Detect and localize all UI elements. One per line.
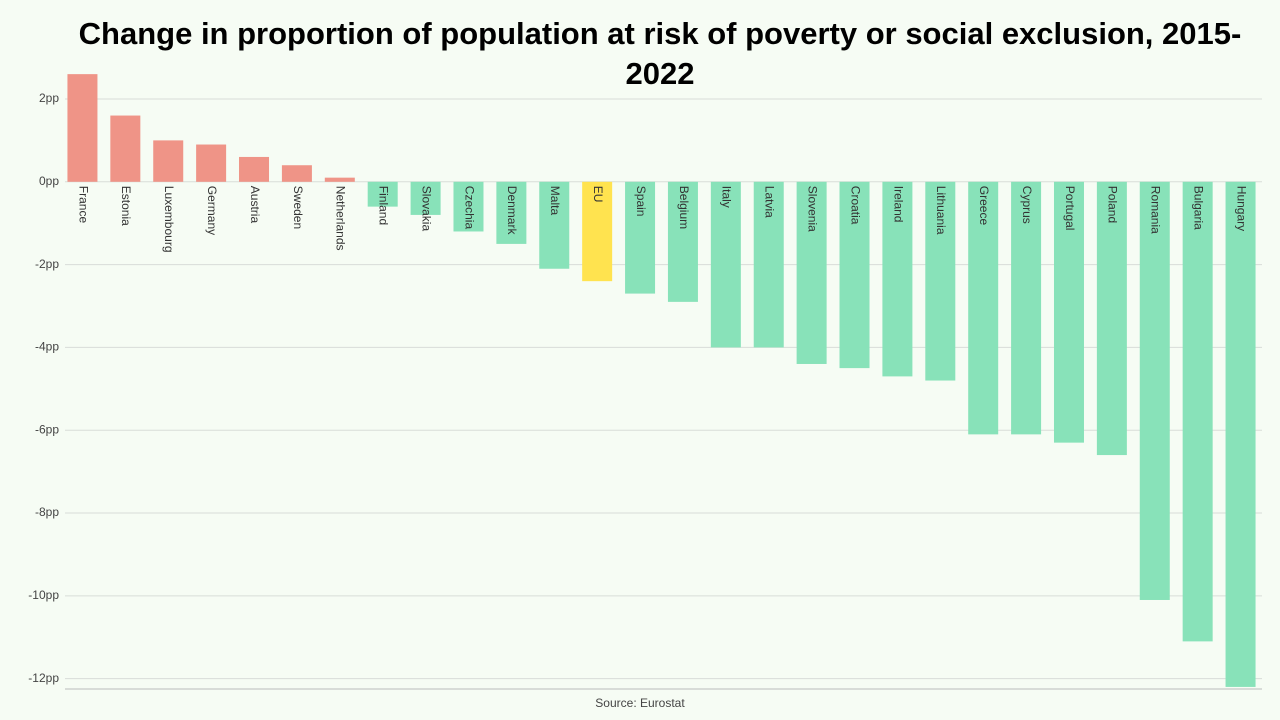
x-tick-label: Latvia [763,186,777,218]
bar [1139,181,1170,600]
x-tick-label: Croatia [848,186,862,225]
x-tick-label: Cyprus [1020,186,1034,224]
bar [153,140,184,182]
bar [110,115,141,182]
bar [667,181,698,302]
y-tick-label: -2pp [35,257,59,271]
y-tick-label: -8pp [35,505,59,519]
x-tick-label: Austria [248,186,262,224]
bar [196,144,227,182]
bar [882,181,913,377]
y-tick-label: -12pp [28,671,59,685]
y-tick-label: -4pp [35,340,59,354]
x-tick-label: Greece [977,186,991,226]
x-tick-label: Romania [1149,186,1163,234]
bar [625,181,656,294]
x-tick-label: Bulgaria [1191,186,1205,230]
bar [968,181,999,435]
x-tick-label: Slovakia [419,186,433,232]
bar [539,181,570,269]
bar [1011,181,1042,435]
y-tick-label: -10pp [28,588,59,602]
bar [753,181,784,348]
bar [410,181,441,215]
source: Source: Eurostat [595,696,685,710]
x-tick-label: Germany [205,186,219,235]
x-tick-label: EU [591,186,605,203]
bar [367,181,398,207]
bar [324,177,355,182]
bar [239,156,270,182]
bar [1225,181,1256,687]
x-tick-label: France [76,186,90,224]
x-tick-label: Luxembourg [162,186,176,253]
y-tick-label: 2pp [39,91,59,105]
x-tick-label: Italy [720,186,734,208]
x-tick-label: Malta [548,186,562,216]
x-tick-label: Denmark [505,186,519,236]
bar [1182,181,1213,642]
y-tick-label: 0pp [39,174,59,188]
bar [839,181,870,369]
x-tick-label: Slovenia [805,186,819,232]
bar [1053,181,1084,443]
x-tick-label: Portugal [1063,186,1077,231]
bar [796,181,827,364]
y-tick-label: -6pp [35,422,59,436]
x-tick-label: Hungary [1234,186,1248,231]
bar [1096,181,1127,456]
bar [582,181,613,282]
x-tick-label: Poland [1106,186,1120,223]
bar [925,181,956,381]
x-tick-label: Spain [634,186,648,217]
bar [496,181,527,244]
x-tick-label: Sweden [291,186,305,229]
bar [710,181,741,348]
x-tick-label: Lithuania [934,186,948,235]
bar [453,181,484,232]
x-tick-label: Czechia [462,186,476,230]
chart-title: Change in proportion of population at ri… [78,16,1242,91]
bar [281,165,312,182]
bar [67,74,98,182]
x-tick-label: Estonia [119,186,133,226]
x-tick-label: Finland [377,186,391,225]
x-tick-label: Ireland [891,186,905,223]
x-tick-label: Netherlands [334,186,348,251]
x-tick-label: Belgium [677,186,691,229]
